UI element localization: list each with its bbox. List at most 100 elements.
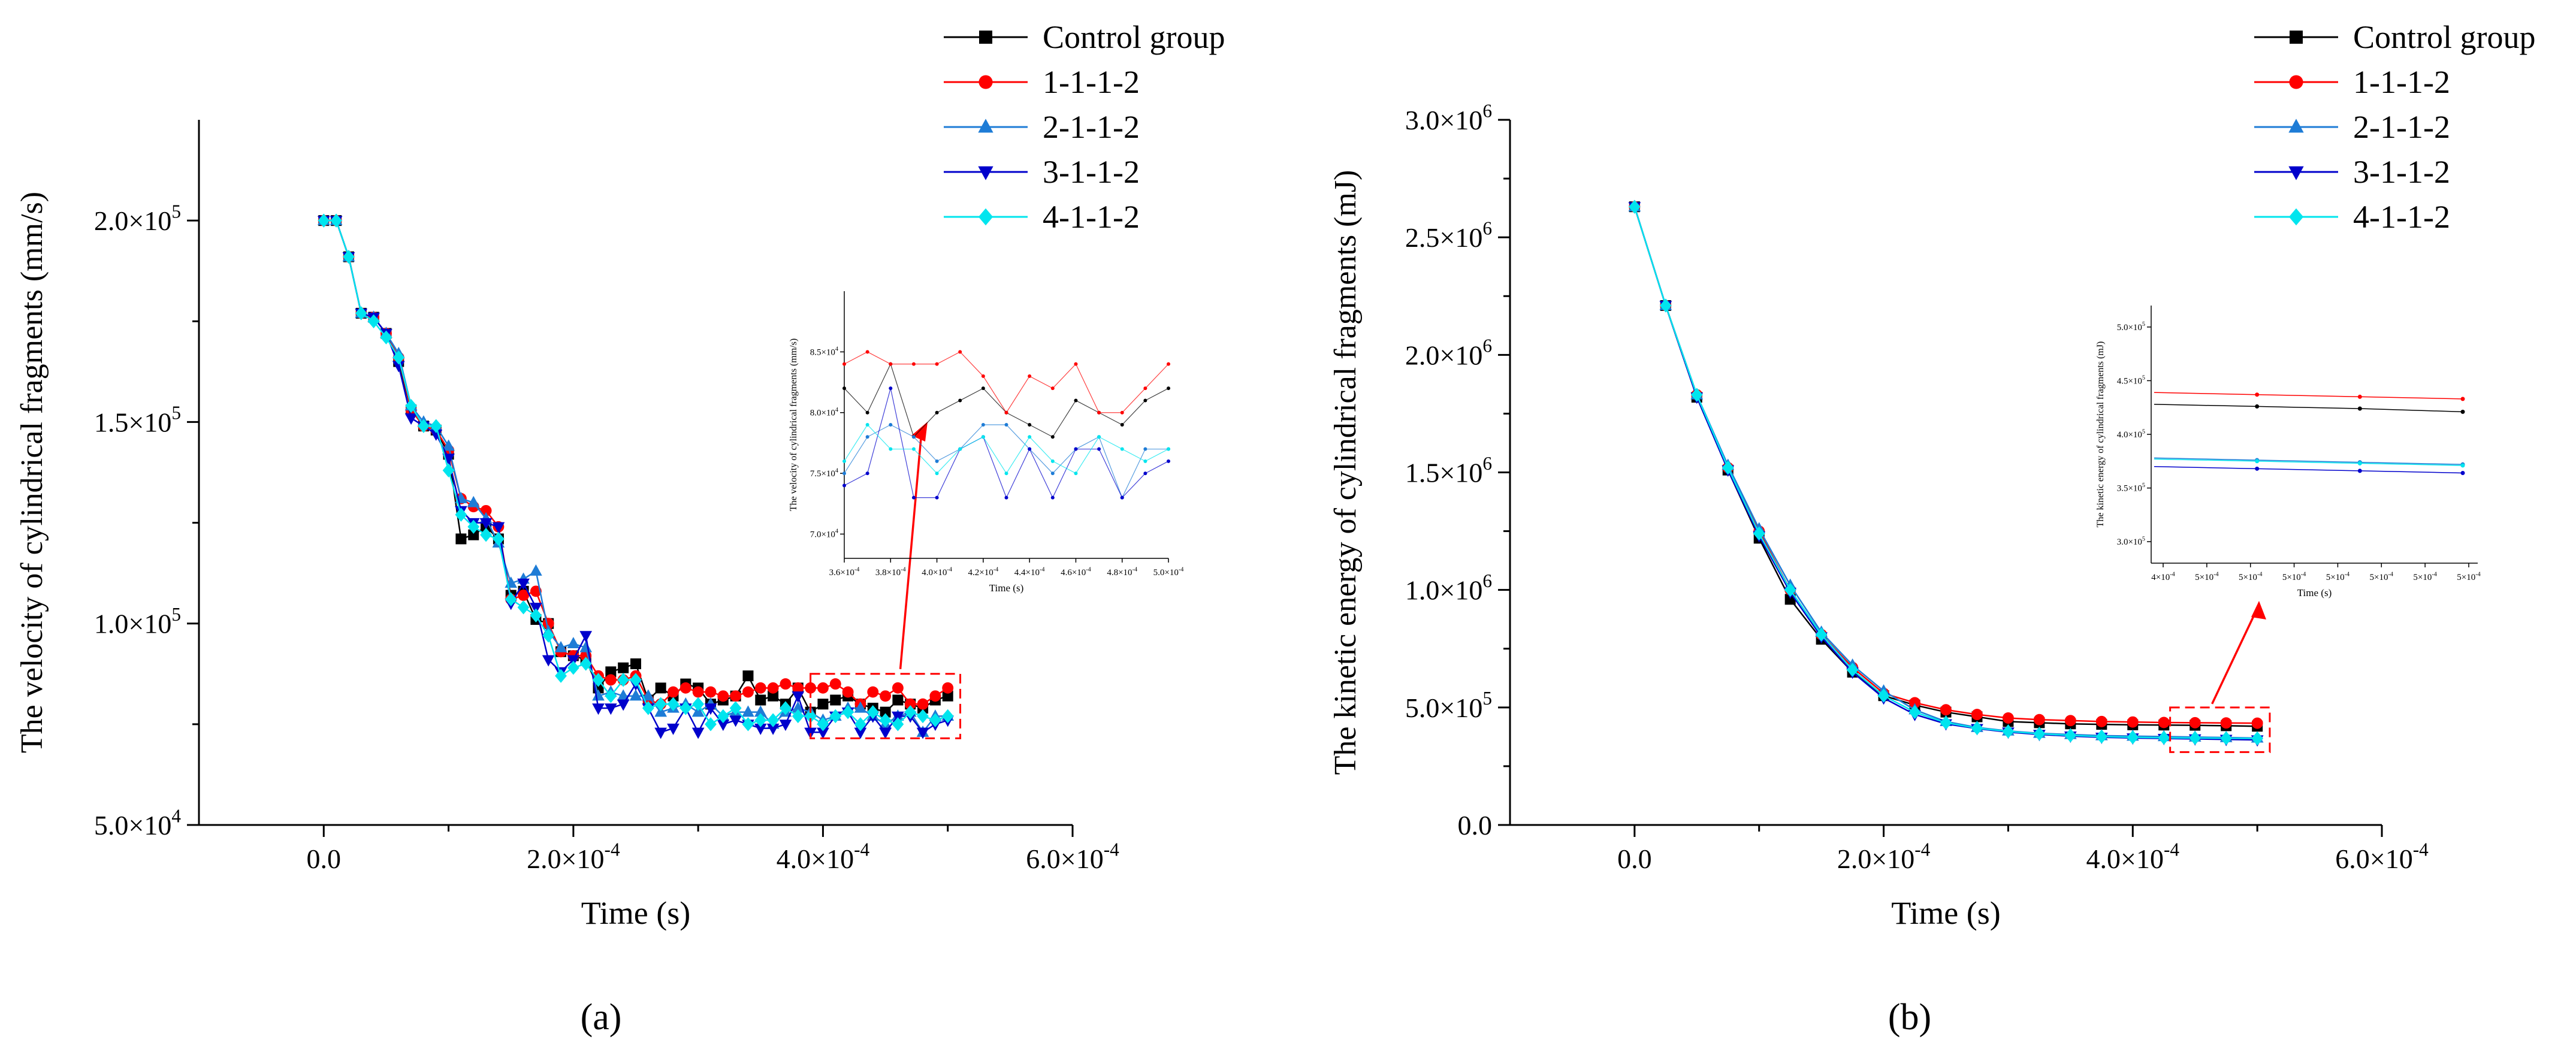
inset-data-point <box>981 435 985 439</box>
inset-data-point <box>1143 459 1147 463</box>
data-point <box>1971 721 1983 736</box>
inset-x-axis-title: Time (s) <box>989 582 1023 594</box>
y-tick-label: 0.0 <box>1458 810 1493 841</box>
data-point <box>542 628 555 643</box>
data-point <box>492 522 505 534</box>
data-point <box>592 703 605 715</box>
inset-data-point <box>1004 495 1008 500</box>
data-point <box>792 701 805 713</box>
data-point <box>1846 663 1859 677</box>
y-tick-label: 1.5×105 <box>94 403 181 438</box>
data-point <box>392 350 405 365</box>
zoom-arrow <box>2211 610 2257 705</box>
data-point <box>792 691 805 703</box>
inset-data-point <box>935 495 939 500</box>
legend-marker <box>978 119 993 133</box>
inset-data-point <box>981 423 985 427</box>
data-point <box>517 578 530 590</box>
data-point <box>817 699 829 710</box>
data-point <box>667 723 680 735</box>
data-point <box>879 727 892 739</box>
inset-y-tick-label: 5.0×105 <box>2117 321 2145 332</box>
zoom-arrow-head <box>2251 601 2266 619</box>
data-point <box>642 689 655 701</box>
data-point <box>442 439 455 451</box>
data-point <box>642 701 654 715</box>
inset-data-point <box>842 483 846 488</box>
data-point <box>1971 709 1983 721</box>
data-point <box>854 701 867 713</box>
data-point <box>754 705 767 717</box>
inset-data-point <box>1050 471 1055 476</box>
inset-x-tick-label: 5×10-4 <box>2326 571 2349 582</box>
inset-y-tick-label: 3.0×105 <box>2117 536 2145 547</box>
x-axis-title: Time (s) <box>1891 895 2001 931</box>
inset-data-point <box>911 495 916 500</box>
data-point <box>730 690 742 702</box>
inset-x-tick-label: 4.4×10-4 <box>1014 566 1045 578</box>
inset-data-point <box>1004 410 1008 415</box>
inset-y-tick-label: 7.0×104 <box>810 528 838 540</box>
inset-data-point <box>1143 386 1147 391</box>
inset-data-point <box>2255 404 2260 409</box>
data-point <box>1628 200 1641 214</box>
data-point <box>792 709 804 724</box>
legend: Control group 1-1-1-2 2-1-1-2 3-1-1-2 4-1-1-… <box>2254 19 2536 235</box>
data-point <box>1722 460 1734 475</box>
data-point <box>842 686 854 698</box>
data-point <box>742 686 754 698</box>
data-point <box>742 670 754 682</box>
data-point <box>2064 715 2076 727</box>
inset-data-point <box>958 350 962 354</box>
legend-marker <box>979 31 992 44</box>
data-point <box>630 673 642 687</box>
inset-data-point <box>1050 435 1055 439</box>
data-point <box>380 330 392 344</box>
inset-x-tick-label: 5×10-4 <box>2195 571 2218 582</box>
data-point <box>1690 388 1703 402</box>
inset-x-tick-label: 3.8×10-4 <box>875 566 906 578</box>
data-point <box>405 398 417 413</box>
zoom-highlight-box <box>2169 706 2271 753</box>
inset-data-point <box>2460 409 2465 414</box>
inset-data-point <box>1074 398 1078 403</box>
data-point <box>555 669 567 683</box>
data-point <box>418 419 430 433</box>
data-point <box>2127 716 2139 728</box>
data-point <box>892 717 904 732</box>
data-point <box>367 314 380 328</box>
inset-x-tick-label: 4.8×10-4 <box>1107 566 1137 578</box>
inset-series-3-1-1-2 <box>2154 466 2465 475</box>
inset-data-point <box>1120 447 1124 451</box>
data-point <box>879 713 892 727</box>
inset-y-axis-title: The kinetic energy of cylindrical fragme… <box>2095 341 2106 528</box>
data-point <box>467 495 480 507</box>
data-point <box>567 637 580 648</box>
inset-data-point <box>981 386 985 391</box>
data-point <box>942 682 954 694</box>
data-point <box>2095 729 2108 744</box>
data-point <box>779 720 792 732</box>
data-point <box>754 723 767 735</box>
data-point <box>866 705 879 720</box>
inset-series-3-1-1-2 <box>842 386 1170 500</box>
inset-x-tick-label: 4.2×10-4 <box>968 566 998 578</box>
inset-data-point <box>842 471 846 476</box>
inset-x-tick-label: 5×10-4 <box>2282 571 2306 582</box>
data-point <box>792 682 804 694</box>
data-point <box>605 689 617 703</box>
data-point <box>355 306 367 321</box>
data-point <box>705 717 717 732</box>
data-point <box>729 715 742 727</box>
x-tick-label: 4.0×10-4 <box>2086 839 2180 874</box>
data-point <box>942 690 953 702</box>
data-point <box>2127 730 2139 745</box>
inset-series-1-1-1-2 <box>2154 392 2465 401</box>
data-point <box>2158 730 2170 745</box>
data-point <box>829 678 841 690</box>
data-point <box>917 698 929 710</box>
data-point <box>817 727 829 739</box>
inset-x-tick-label: 5×10-4 <box>2457 571 2480 582</box>
inset-data-point <box>1097 410 1101 415</box>
legend-entry-label: 3-1-1-2 <box>1043 154 1140 190</box>
